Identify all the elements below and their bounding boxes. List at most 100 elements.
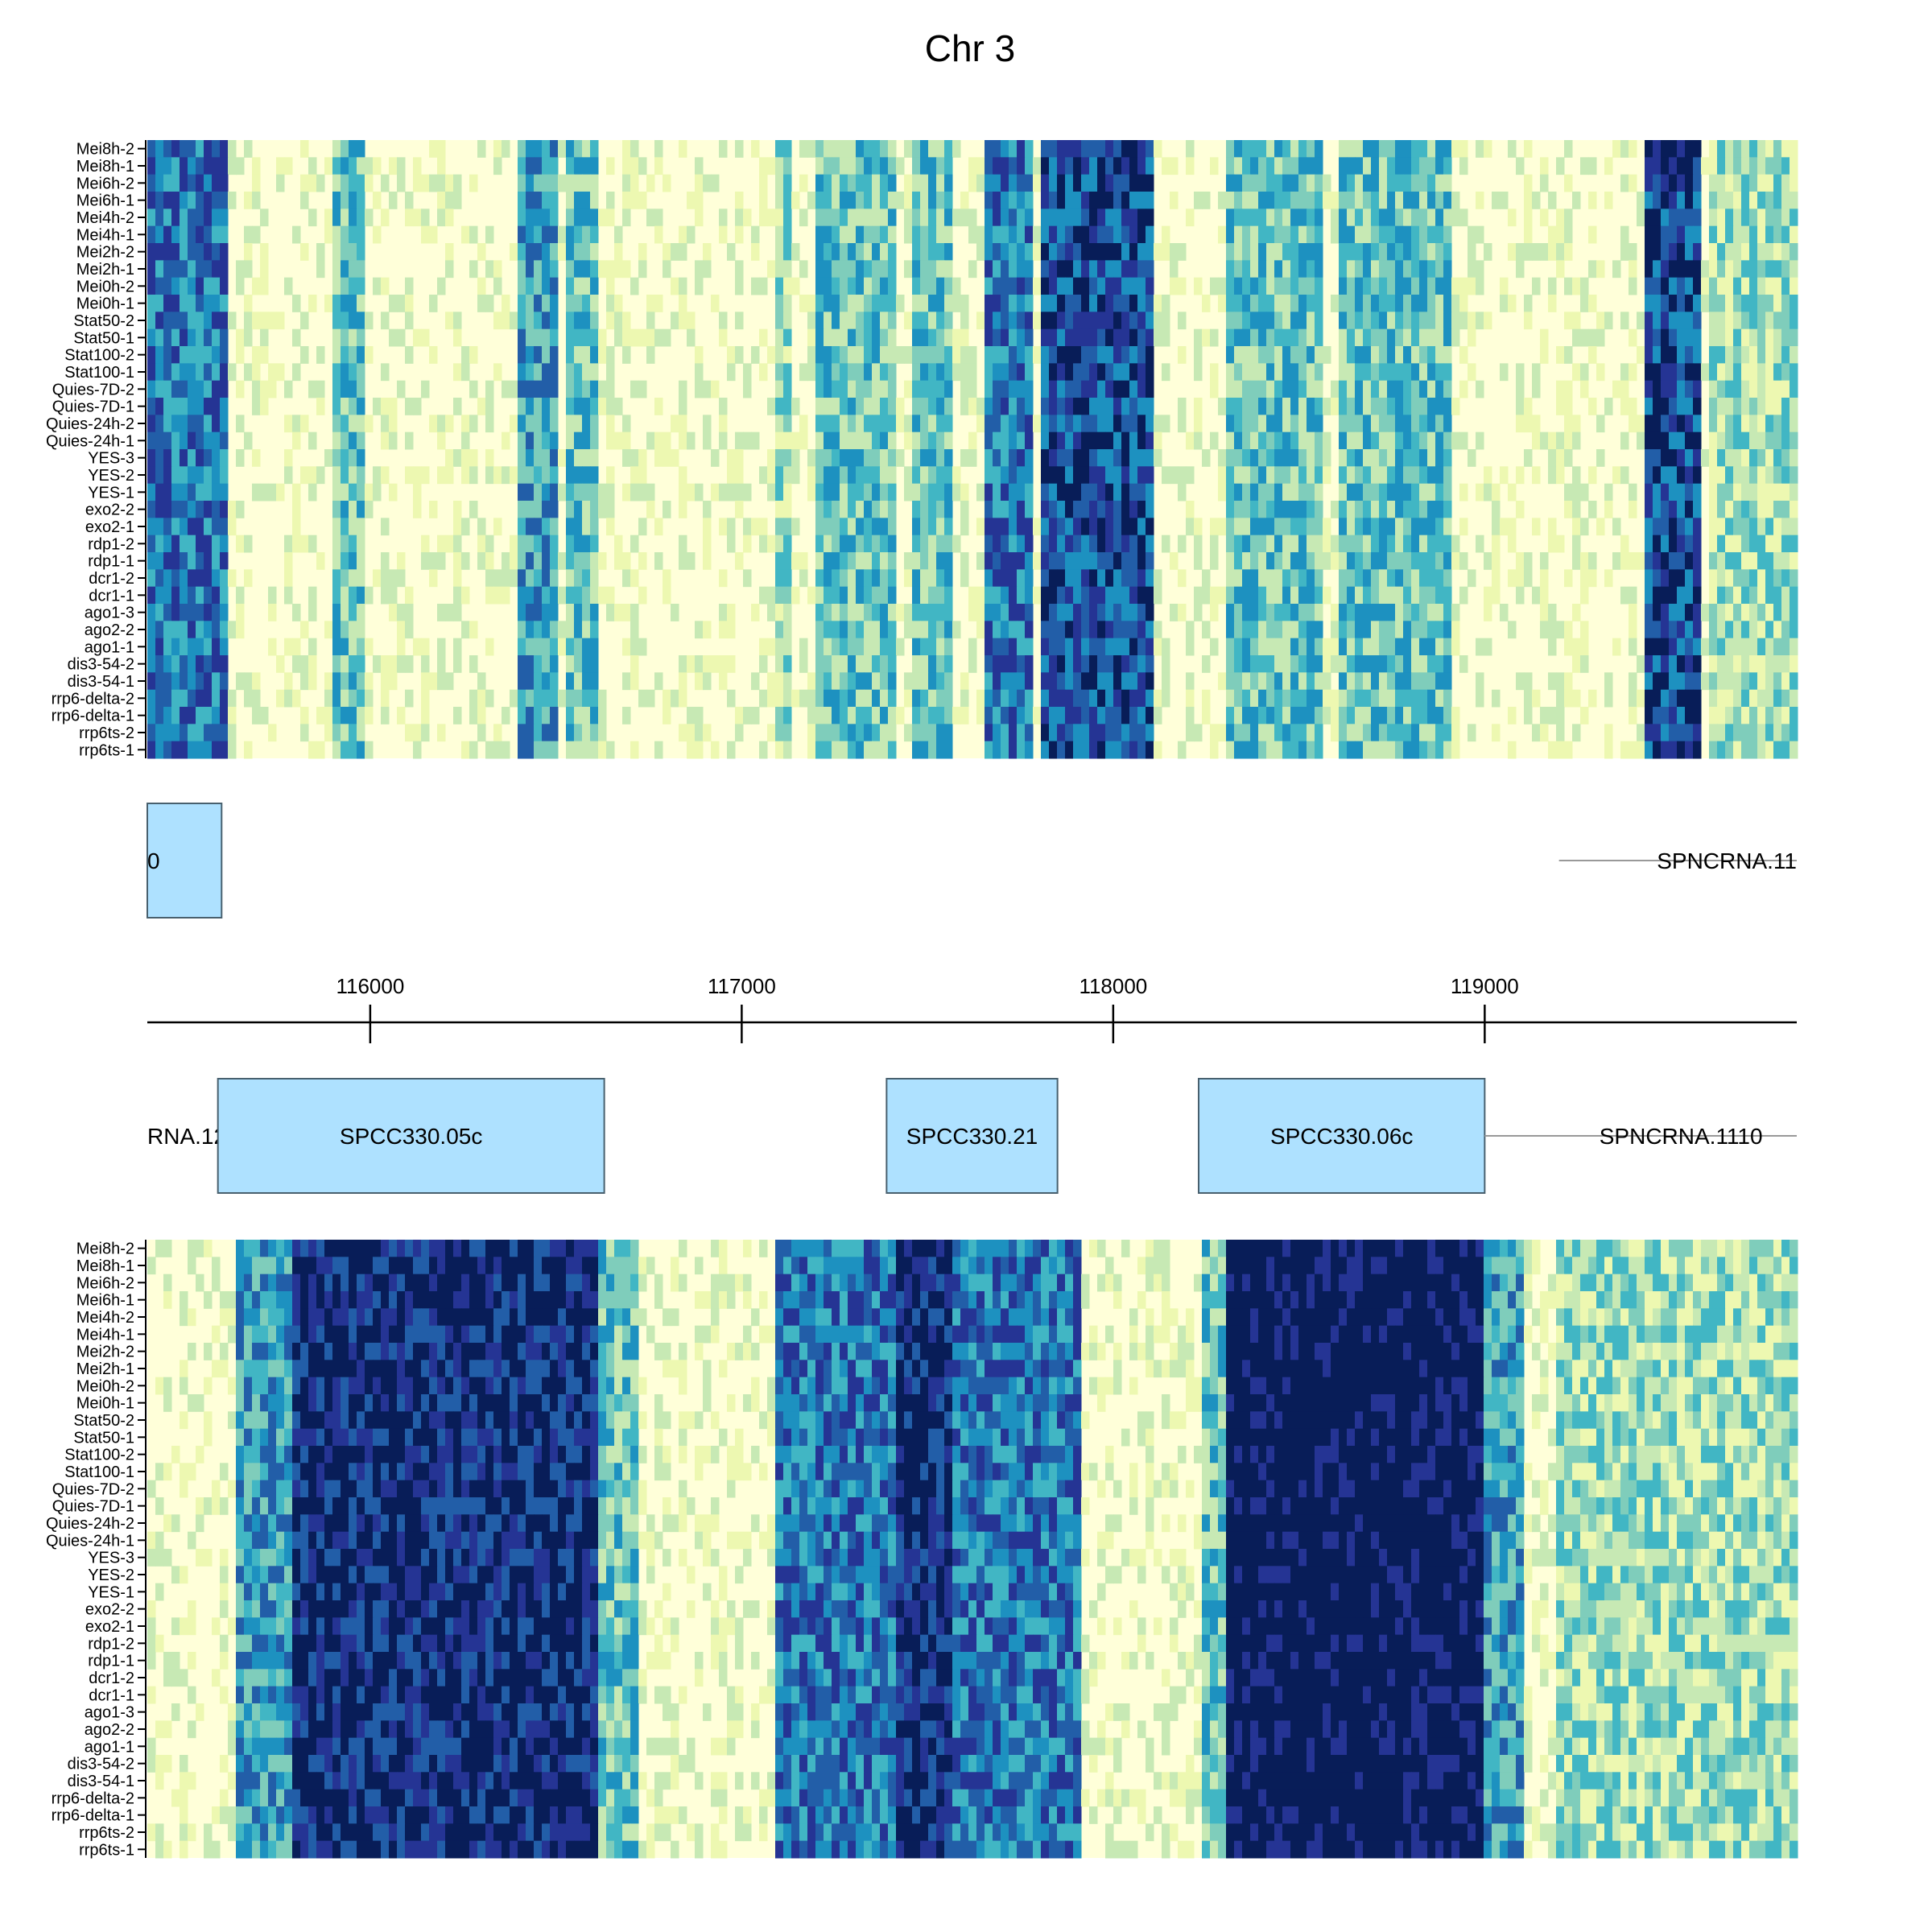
minus-heatmap-cell [292,415,301,433]
minus-heatmap-cell [912,208,921,227]
minus-heatmap-cell [1097,655,1106,673]
minus-heatmap-cell [566,157,575,175]
minus-heatmap-cell [381,586,390,605]
minus-heatmap-cell [1041,192,1050,209]
minus-heatmap-cell [920,208,929,227]
minus-heatmap-cell [1669,363,1678,382]
minus-heatmap-cell [1041,312,1050,330]
minus-heatmap-cell [469,621,478,639]
minus-heatmap-cell [1395,466,1404,485]
minus-heatmap-cell [308,741,317,759]
minus-heatmap-cell [864,586,873,605]
minus-heatmap-cell [1355,518,1364,536]
minus-heatmap-cell [341,501,349,518]
minus-heatmap-cell [1105,552,1114,570]
minus-heatmap-cell [1097,724,1106,742]
minus-heatmap-cell [654,157,663,175]
minus-heatmap-cell [1781,655,1790,673]
minus-heatmap-cell [985,277,993,295]
minus-heatmap-cell [638,483,647,502]
minus-heatmap-cell [1548,604,1557,621]
minus-heatmap-cell [1685,140,1694,158]
minus-heatmap-cell [1282,295,1291,312]
minus-heatmap-cell [775,225,784,244]
minus-heatmap-cell [1307,277,1315,295]
minus-heatmap-cell [1307,586,1315,605]
minus-heatmap-cell [1065,260,1074,279]
minus-heatmap-cell [1162,535,1170,553]
minus-heatmap-cell [775,328,784,347]
minus-heatmap-cell [944,586,953,605]
minus-heatmap-cell [1725,604,1734,621]
minus-heatmap-cell [1588,295,1597,312]
minus-heatmap-cell [968,346,977,364]
minus-heatmap-cell [1210,431,1219,450]
minus-heatmap-cell [1258,707,1267,724]
minus-heatmap-cell [622,328,631,347]
minus-heatmap-cell [1258,518,1267,536]
minus-heatmap-cell [1226,518,1235,536]
minus-heatmap-cell [1492,483,1501,502]
minus-heatmap-cell [1653,277,1662,295]
minus-heatmap-cell [421,655,430,673]
minus-heatmap-cell [550,260,559,279]
minus-heatmap-cell [1234,346,1243,364]
minus-heatmap-cell [196,672,204,691]
minus-heatmap-cell [622,260,631,279]
minus-heatmap-cell [357,638,365,656]
minus-heatmap-cell [1395,346,1404,364]
minus-heatmap-cell [1790,295,1798,312]
minus-heatmap-cell [316,346,325,364]
minus-heatmap-cell [341,655,349,673]
minus-heatmap-cell [848,140,857,158]
minus-heatmap-cell [413,208,422,227]
minus-heatmap-cell [1411,552,1420,570]
minus-heatmap-cell [1620,140,1629,158]
minus-heatmap-cell [582,363,591,382]
minus-heatmap-cell [1323,672,1331,691]
minus-heatmap-cell [381,415,390,433]
minus-heatmap-cell [775,621,784,639]
minus-heatmap-cell [1339,586,1348,605]
minus-heatmap-cell [1741,535,1750,553]
minus-heatmap-cell [1025,157,1034,175]
minus-heatmap-cell [1347,225,1356,244]
minus-heatmap-cell [1073,501,1082,518]
minus-heatmap-cell [1290,431,1299,450]
minus-heatmap-cell [357,483,365,502]
minus-heatmap-cell [244,672,253,691]
minus-heatmap-cell [1073,380,1082,398]
minus-heatmap-cell [848,518,857,536]
minus-heatmap-cell [1210,535,1219,553]
minus-heatmap-cell [767,346,776,364]
minus-heatmap-cell [815,449,824,467]
minus-heatmap-cell [1773,655,1782,673]
minus-heatmap-cell [582,586,591,605]
minus-heatmap-cell [1580,328,1589,347]
minus-heatmap-cell [638,157,647,175]
minus-heatmap-cell [1121,431,1130,450]
minus-heatmap-cell [614,398,623,415]
minus-heatmap-cell [735,225,744,244]
minus-heatmap-cell [1749,328,1758,347]
minus-heatmap-cell [848,295,857,312]
minus-heatmap-cell [1137,398,1146,415]
minus-heatmap-cell [783,518,792,536]
minus-heatmap-cell [365,586,374,605]
minus-heatmap-cell [783,243,792,261]
minus-heatmap-cell [1395,655,1404,673]
minus-heatmap-cell [349,707,357,724]
minus-heatmap-cell [864,328,873,347]
minus-heatmap-cell [316,707,325,724]
minus-heatmap-cell [1105,501,1114,518]
minus-heatmap-cell [155,174,164,192]
minus-heatmap-cell [993,449,1001,467]
minus-heatmap-cell [1669,586,1678,605]
minus-heatmap-cell [1620,312,1629,330]
minus-heatmap-cell [985,208,993,227]
minus-heatmap-cell [1548,638,1557,656]
minus-heatmap-cell [1347,346,1356,364]
minus-heatmap-cell [679,672,687,691]
minus-heatmap-cell [1218,483,1227,502]
minus-heatmap-cell [1258,535,1267,553]
